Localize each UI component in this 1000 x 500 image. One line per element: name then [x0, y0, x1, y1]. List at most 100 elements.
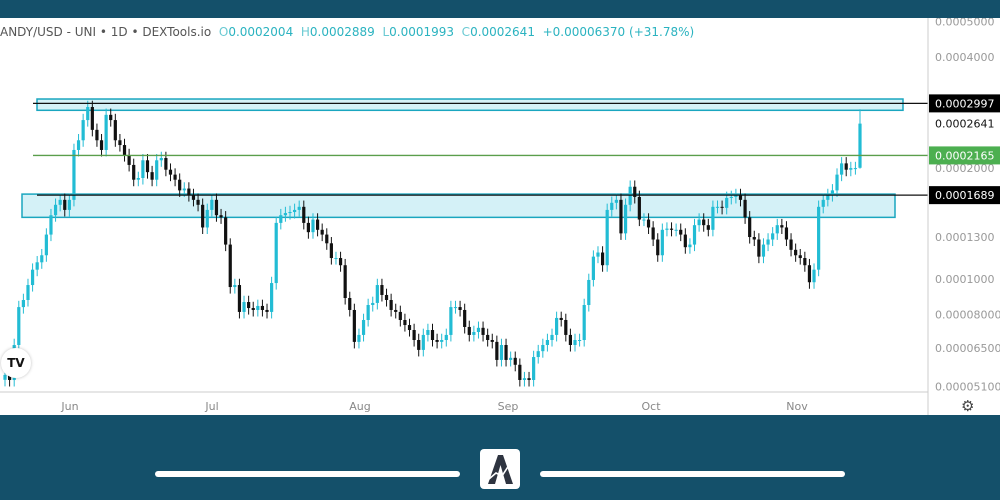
candle-body	[95, 129, 99, 141]
candlestick-chart: 0.0005000 0.0004000 0.0002000 0.0001300 0.00…	[0, 18, 1000, 415]
candle-body	[591, 256, 595, 280]
candle-body	[132, 164, 136, 180]
candle-body	[35, 262, 39, 270]
candle-body	[692, 225, 697, 245]
candle-body	[426, 330, 430, 335]
open-key: O	[218, 25, 229, 39]
candle-body	[357, 334, 361, 342]
gear-icon[interactable]: ⚙	[961, 397, 975, 415]
x-tick-label: Sep	[498, 400, 519, 413]
candle-body	[669, 228, 674, 230]
candle-body	[366, 305, 370, 320]
candle-body	[600, 252, 605, 266]
candle-body	[780, 225, 784, 228]
candle-body	[660, 229, 664, 256]
candle-body	[674, 229, 678, 231]
close-key: C	[461, 25, 471, 39]
candle-body	[288, 212, 292, 214]
candle-body	[720, 206, 724, 208]
price-level-badge	[929, 94, 1000, 113]
candle-body	[577, 340, 582, 342]
y-tick-label: 0.00006500	[935, 342, 1000, 355]
candle-body	[449, 307, 453, 335]
candle-body	[486, 334, 490, 341]
candle-body	[99, 140, 104, 150]
candle-body	[260, 305, 265, 310]
candle-body	[40, 255, 44, 263]
candle-body	[619, 199, 623, 234]
candle-body	[118, 140, 122, 146]
close-value: 0.0002641	[470, 25, 535, 39]
candle-body	[168, 169, 173, 175]
candle-body	[256, 305, 260, 310]
candle-body	[472, 332, 476, 335]
candle-body	[76, 140, 81, 150]
candle-body	[665, 228, 669, 230]
candle-body	[325, 234, 329, 244]
candle-body	[136, 177, 140, 180]
candle-body	[495, 341, 499, 360]
candle-body	[573, 340, 577, 345]
candle-body	[219, 215, 223, 218]
brand-logo	[480, 449, 520, 489]
tradingview-logo[interactable]: TV	[1, 348, 31, 378]
candle-body	[274, 222, 278, 284]
candle-body	[164, 158, 168, 170]
candle-body	[371, 302, 375, 306]
candle-body	[490, 340, 494, 342]
x-tick-label: Jun	[60, 400, 78, 413]
candle-body	[522, 378, 527, 380]
candle-body	[380, 285, 384, 295]
candle-body	[187, 188, 191, 196]
last-price-label: 0.0002641	[935, 118, 995, 131]
candle-body	[292, 209, 297, 213]
candle-body	[228, 244, 232, 288]
candle-body	[329, 243, 333, 259]
candle-body	[826, 195, 830, 200]
candle-body	[251, 308, 255, 310]
candle-body	[306, 222, 310, 233]
candle-body	[476, 327, 481, 333]
price-level-label: 0.0002165	[935, 149, 995, 162]
candle-body	[63, 199, 67, 210]
candle-body	[683, 234, 687, 248]
candle-body	[807, 265, 812, 283]
candle-body	[555, 317, 559, 335]
candle-body	[564, 319, 568, 335]
candle-body	[343, 265, 347, 299]
candle-body	[858, 123, 862, 168]
candle-body	[7, 374, 12, 380]
candle-body	[725, 197, 729, 208]
candle-body	[270, 283, 274, 312]
candle-body	[651, 227, 655, 240]
price-level-label: 0.0001689	[935, 189, 995, 202]
candle-body	[297, 206, 301, 210]
candle-body	[72, 149, 76, 200]
price-zone	[36, 98, 904, 112]
candle-body	[536, 351, 540, 358]
candle-body	[178, 179, 182, 191]
candle-body	[150, 172, 154, 180]
candle-body	[417, 340, 421, 350]
x-tick-label: Aug	[349, 400, 370, 413]
y-tick-label: 0.0001300	[935, 231, 995, 244]
candle-body	[155, 160, 159, 180]
y-tick-label: 0.0002000	[935, 162, 995, 175]
candle-body	[738, 195, 743, 200]
candle-body	[315, 219, 320, 230]
candle-body	[49, 215, 53, 235]
candle-body	[435, 340, 439, 342]
candle-body	[596, 252, 600, 257]
candle-body	[403, 319, 407, 326]
candle-body	[389, 299, 393, 310]
candle-body	[311, 219, 315, 233]
candle-body	[375, 285, 379, 303]
candle-body	[26, 285, 30, 300]
brand-logo-icon	[488, 455, 513, 484]
candle-body	[518, 364, 522, 380]
candle-body	[90, 106, 94, 130]
high-value: 0.0002889	[309, 25, 375, 39]
candle-body	[440, 340, 444, 342]
candle-body	[320, 229, 324, 235]
candle-body	[784, 227, 789, 240]
